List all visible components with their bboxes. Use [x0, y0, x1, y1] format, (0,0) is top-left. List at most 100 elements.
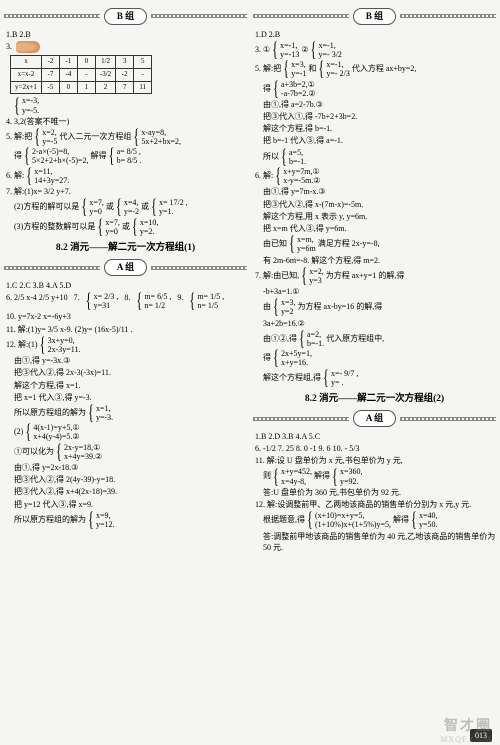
cell: x=x-2: [11, 68, 42, 81]
brace-line: 4(x-1)=y+5,①: [33, 423, 79, 432]
brace: x=2, y=-5: [34, 128, 57, 146]
step: 把 x=m 代入③,得 y=6m.: [263, 223, 496, 234]
brace-line: y=- 2/3: [326, 69, 349, 78]
text: 代入方程 ax+by=2,: [352, 64, 417, 73]
r-q7: 7. 解:由已知, x=2, y=3 为方程 ax+y=1 的解,得: [255, 267, 496, 285]
brace-line: y=-5: [42, 137, 57, 146]
step: 把③代入②,得 2x-3(-3x)=11.: [14, 367, 247, 378]
cell: 0: [77, 55, 95, 68]
brace-line: x=2,: [309, 267, 324, 276]
cell: 11: [134, 81, 152, 94]
brace-line: b= 8/5 .: [117, 156, 142, 165]
a6-9: 6. 2/5 x-4 2/5 y+10 7. x= 2/3 , y=31 8. …: [6, 292, 247, 310]
ra11a: 则 x+y=452, x=4y-8, 解得 x=360, y=92.: [263, 467, 496, 485]
text: 由①②,得: [263, 334, 297, 343]
step: 把③代入②,得 2(4y-39)-y=18.: [14, 474, 247, 485]
text: 满足方程 2x-y=-8,: [318, 239, 380, 248]
step: 解这个方程,得 b=-1.: [263, 123, 496, 134]
cell: -4: [59, 68, 77, 81]
rule-line: [253, 14, 349, 18]
group-header-b-left: B 组: [4, 8, 247, 25]
brace: 2-a×(-5)=8, 5×2+2+b×(-5)=2,: [24, 147, 89, 165]
brace-line: n= 1/2: [144, 301, 171, 310]
text: 7. 解:由已知,: [255, 271, 299, 280]
cell: 5: [134, 55, 152, 68]
brace-line: y=12.: [96, 520, 115, 529]
step: -b+3a=1.①: [263, 286, 496, 297]
brace-line: x= 17/2 ,: [159, 198, 188, 207]
q5: 5. 解:把 x=2, y=-5 代入二元一次方程组 x-ay=8, 5x+2+…: [6, 128, 247, 146]
brace-line: x=2,: [42, 128, 57, 137]
text: 8.: [124, 292, 130, 310]
step: 由①,得 y=-3x.③: [14, 355, 247, 366]
brace-line: (x+10)=x+y=5,: [315, 511, 391, 520]
brace-line: x=10,: [140, 218, 159, 227]
q3-row: 3.: [6, 41, 247, 53]
brace: 2x+5y=1, x+y=16.: [273, 349, 312, 367]
brace-line: x=1,: [96, 404, 113, 413]
brace-line: 2x-y=18,①: [64, 443, 102, 452]
brace-line: x=m,: [297, 235, 316, 244]
text: 7.: [74, 292, 80, 310]
r-q7d: 由 x=3, y=2 为方程 ax-by=16 的解,得: [263, 298, 496, 316]
brace-line: a+3b=2,①: [281, 80, 316, 89]
brace: x=3, y=-1: [283, 60, 306, 78]
brace-line: x=-1,: [319, 41, 342, 50]
brace-line: x=-1,: [326, 60, 349, 69]
brace: x=m, y=6m: [289, 235, 316, 253]
r-q6: 6. 解: x+y=7m,① x-y=-5m.②: [255, 167, 496, 185]
cell: -5: [41, 81, 59, 94]
text: (3)方程的整数解可以是: [14, 222, 95, 231]
a12: 12. 解:(1) 3x+y=0, 2x-3y=11.: [6, 336, 247, 354]
r-q5ans: 所以 a=5, b=-1.: [263, 148, 496, 166]
text: ①可以化为: [14, 447, 54, 456]
brace-line: m= 6/5 ,: [144, 292, 171, 301]
text: 6. 2/5 x-4 2/5 y+10: [6, 292, 68, 310]
brace-line: y=-5.: [22, 106, 39, 115]
section-82-2: 8.2 消元——解二元一次方程组(2): [253, 393, 496, 406]
ra11: 11. 解:设 U 盘单价为 x 元,书包单价为 y 元,: [255, 455, 496, 466]
cell: 3: [116, 55, 134, 68]
brace-line: y=2.: [140, 227, 159, 236]
brace-line: 5x+2+bx=2,: [141, 137, 181, 146]
brace-line: y=-1: [291, 69, 306, 78]
brace-line: x=3,: [281, 298, 296, 307]
group-header-b-right: B 组: [253, 8, 496, 25]
brace-line: (1+10%)x+(1+5%)y=5,: [315, 520, 391, 529]
table-row: x=x-2 -7 -4 - -3/2 -2 -: [11, 68, 152, 81]
brace-line: y=0: [105, 227, 120, 236]
text: 5. 解:把: [255, 64, 281, 73]
brace-line: 2-a×(-5)=8,: [32, 147, 89, 156]
brace: x=1, y=-3.: [88, 404, 113, 422]
section-82-1: 8.2 消元——解二元一次方程组(1): [4, 242, 247, 255]
text: 得: [263, 353, 271, 362]
brace-line: y=50.: [419, 520, 438, 529]
brace-line: x+y=16.: [281, 358, 312, 367]
cell: x: [11, 55, 42, 68]
brace-line: a=5,: [289, 148, 306, 157]
brace: x-ay=8, 5x+2+bx=2,: [133, 128, 181, 146]
text: 6. 解:: [255, 171, 273, 180]
brace-line: x+4y=39.②: [64, 452, 102, 461]
cell: -7: [41, 68, 59, 81]
brace-line: y=2: [281, 307, 296, 316]
ra12c: 答:调整前甲地该商品的销售单价为 40 元,乙地该商品的销售单价为 50 元.: [263, 531, 496, 553]
brace-line: x=-3,: [22, 96, 39, 105]
step: 由①,得 y=7m-x.③: [263, 186, 496, 197]
text: 所以原方程组的解为: [14, 515, 86, 524]
brace-line: x=4,: [124, 198, 139, 207]
brace-line: y=1.: [159, 207, 188, 216]
rule-line: [400, 417, 496, 421]
q7a: 7. 解:(1)x= 3/2 y+7.: [6, 186, 247, 197]
brace: x= 17/2 , y=1.: [151, 198, 188, 216]
brace-line: x+y=7m,①: [283, 167, 320, 176]
group-a-label: A 组: [104, 259, 147, 276]
watermark-sub: MXQE.COM: [440, 734, 492, 745]
cell: 1: [77, 81, 95, 94]
q6: 6. 解: x=11, 14+3y=27.: [6, 167, 247, 185]
group-b-label: B 组: [104, 8, 147, 25]
text: 12. 解:(1): [6, 340, 38, 349]
rule-line: [4, 14, 100, 18]
brace-line: a=2,: [307, 330, 324, 339]
rule-line: [4, 266, 100, 270]
